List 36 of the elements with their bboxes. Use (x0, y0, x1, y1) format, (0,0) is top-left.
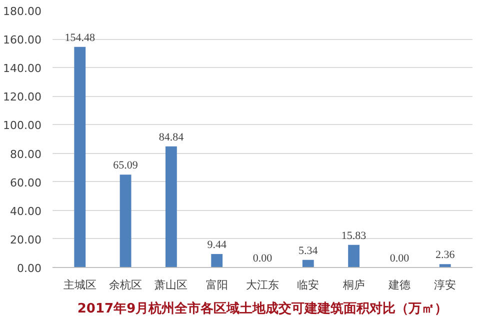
y-tick-label: 40.00 (10, 204, 42, 218)
x-tick-label: 富阳 (206, 278, 228, 292)
y-tick-label: 140.00 (3, 62, 42, 76)
x-tick-label: 淳安 (434, 278, 456, 292)
data-label: 9.44 (207, 239, 227, 252)
y-tick-label: 160.00 (3, 34, 42, 47)
text: 2017年9月杭州全市各区域土地成交可建建筑面积对比（万㎡） (77, 300, 448, 316)
bar (74, 46, 86, 268)
bar (120, 174, 132, 268)
y-tick-label: 20.00 (10, 233, 42, 246)
y-tick-label: 180.00 (3, 5, 42, 18)
data-label: 0.00 (390, 252, 410, 264)
bar (165, 146, 177, 268)
x-tick-label: 临安 (297, 278, 320, 292)
data-label: 154.48 (64, 32, 96, 44)
x-tick-label: 大江东 (246, 278, 279, 292)
x-tick-label: 萧山区 (154, 278, 188, 292)
x-tick-label: 主城区 (63, 278, 96, 292)
data-label: 84.84 (158, 131, 184, 144)
y-tick-label: 120.00 (3, 90, 42, 104)
y-tick-label: 100.00 (3, 119, 42, 132)
x-tick-label: 桐庐 (342, 278, 365, 292)
x-tick-label: 建德 (387, 278, 410, 292)
y-tick-label: 80.00 (10, 148, 42, 161)
x-tick-label: 余杭区 (109, 278, 142, 292)
y-tick-label: 0.00 (17, 262, 42, 275)
bar (302, 260, 314, 268)
data-label: 0.00 (252, 252, 273, 264)
bar (439, 264, 451, 268)
y-tick-label: 60.00 (10, 176, 42, 190)
data-label: 5.34 (298, 244, 318, 257)
data-label: 15.83 (341, 230, 367, 242)
data-label: 2.36 (435, 249, 456, 262)
bar (348, 244, 360, 268)
bar (211, 254, 223, 268)
data-label: 65.09 (113, 160, 138, 172)
